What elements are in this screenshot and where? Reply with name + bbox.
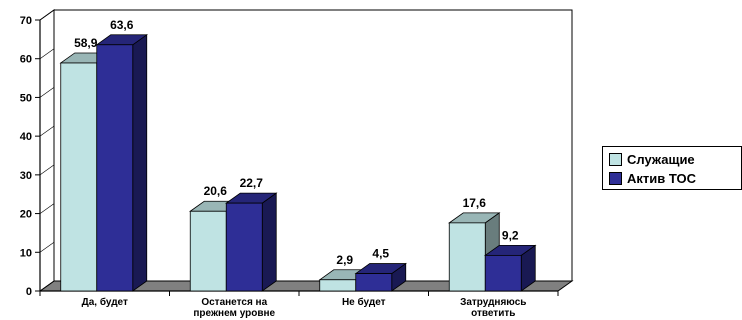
bar-side-s2-c2: [261, 192, 277, 292]
x-category-label-2: Не будет: [342, 296, 386, 308]
y-tick-diag-7: [39, 9, 55, 21]
data-labels: 58,9 63,6 20,6 22,7 2,9 4,5 17,6 9,2: [74, 18, 519, 267]
y-tick-diag-4: [39, 125, 55, 137]
bar-s2-c3: [354, 262, 407, 292]
y-tick-diag-6: [39, 48, 55, 59]
data-label-s1-c1: 58,9: [74, 36, 98, 50]
bar-front-s1-c1: [60, 62, 98, 292]
y-tick-diag-1: [39, 242, 55, 253]
x-category-label-0: Да, будет: [82, 296, 128, 308]
y-tick-diag-0: [39, 280, 55, 292]
y-tick-label-2: 20: [20, 209, 32, 221]
bar-front-s1-c2: [189, 210, 227, 292]
y-axis: 0 10 20 30 40 50 60 70: [20, 9, 55, 298]
bars: [59, 33, 537, 292]
bar-front-s2-c1: [96, 44, 134, 292]
y-tick-label-6: 60: [20, 54, 32, 66]
bar-chart: 0 10 20 30 40 50 60 70 Да, будет Останется на пре…: [20, 9, 574, 319]
legend-label-series-2: Актив ТОС: [627, 170, 696, 186]
bar-side-s2-c1: [132, 33, 148, 292]
data-label-s1-c4: 17,6: [463, 196, 487, 210]
bar-s1-c4: [448, 212, 501, 292]
data-label-s2-c2: 22,7: [240, 176, 264, 190]
data-label-s1-c3: 2,9: [336, 253, 353, 267]
y-tick-label-1: 10: [20, 247, 32, 259]
data-label-s2-c4: 9,2: [502, 228, 519, 242]
y-tick-label-3: 30: [20, 170, 32, 182]
x-category-label-1: Останется на прежнем уровне: [193, 297, 275, 319]
bar-front-s2-c4: [484, 254, 522, 292]
bar-s2-c4: [484, 244, 537, 292]
x-axis: Да, будет Останется на прежнем уровне Не бу…: [39, 290, 559, 319]
x-category-label-3: Затрудняюсь ответить: [460, 297, 526, 319]
bar-front-s2-c2: [225, 202, 263, 292]
y-tick-diag-5: [39, 87, 55, 98]
y-tick-label-5: 50: [20, 92, 32, 104]
data-label-s2-c1: 63,6: [110, 18, 134, 32]
bar-s2-c2: [225, 192, 278, 292]
data-label-s1-c2: 20,6: [204, 184, 228, 198]
bar-front-s1-c3: [319, 279, 357, 292]
legend-swatch-series-1: [609, 152, 622, 166]
bar-front-s1-c4: [448, 222, 486, 292]
data-label-s2-c3: 4,5: [372, 247, 389, 261]
legend-item-series-2: Актив ТОС: [609, 169, 696, 187]
y-tick-diag-3: [39, 164, 55, 176]
legend-label-series-1: Служащие: [627, 151, 695, 167]
legend-swatch-series-2: [609, 171, 622, 185]
legend-item-series-1: Служащие: [609, 150, 695, 168]
y-tick-label-0: 0: [26, 286, 32, 298]
side-wall: [39, 9, 55, 292]
y-tick-label-4: 40: [20, 131, 32, 143]
bar-s2-c1: [95, 33, 148, 292]
legend: Служащие Актив ТОС: [602, 146, 742, 190]
y-tick-diag-2: [39, 203, 55, 214]
y-tick-label-7: 70: [20, 15, 32, 27]
bar-front-s2-c3: [355, 273, 393, 292]
